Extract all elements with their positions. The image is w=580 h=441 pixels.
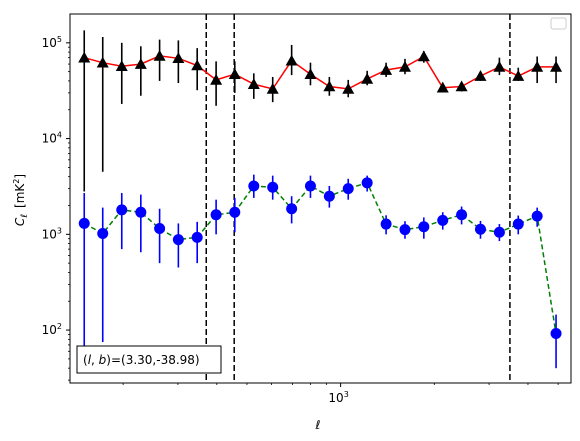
y-tick-label: 105 [42,35,62,50]
data-point-circle [172,234,184,246]
data-point-circle [323,190,335,202]
data-point-triangle [550,60,563,72]
data-point-circle [191,231,203,243]
data-point-circle [437,214,449,226]
data-point-circle [361,177,373,189]
data-point-circle [399,224,411,236]
series-1 [78,174,562,369]
data-point-circle [418,221,430,233]
series-0 [78,30,563,192]
data-point-triangle [531,60,544,72]
series-line [83,181,557,334]
data-point-triangle [172,52,185,64]
axes: 102 103 104 105 103 [42,35,559,405]
data-point-circle [550,328,562,340]
data-point-triangle [361,72,374,84]
data-point-triangle [436,81,449,93]
data-point-triangle [398,60,411,72]
annotation-frame [76,345,222,374]
data-point-triangle [96,56,109,68]
legend [550,17,567,30]
x-tick-label: 103 [328,390,348,405]
y-tick-label: 103 [42,226,62,241]
data-point-triangle [134,58,147,69]
data-point-triangle [285,54,298,66]
y-tick-label: 104 [42,131,62,146]
series-line [84,55,556,90]
data-point-triangle [323,80,336,92]
data-point-triangle [266,82,279,94]
data-point-triangle [380,64,393,75]
data-point-triangle [228,68,241,80]
annotation-text: (l, b)=(3.30,-38.98) [83,353,200,367]
plot-area [69,13,572,384]
legend-box [550,17,567,30]
data-point-circle [229,206,241,218]
data-point-triangle [78,51,91,63]
data-point-circle [304,180,316,192]
data-point-circle [248,180,260,192]
vertical-lines [205,14,511,383]
data-point-triangle [417,50,430,62]
data-point-circle [342,183,354,195]
data-point-circle [531,210,543,222]
data-point-triangle [115,60,128,71]
data-point-triangle [512,70,525,81]
data-point-triangle [304,68,317,80]
data-point-circle [97,227,109,239]
data-point-circle [456,209,468,221]
data-point-triangle [455,80,468,92]
data-point-triangle [191,59,204,71]
data-point-triangle [342,82,355,94]
x-axis-label: ℓ [315,418,321,432]
y-tick-label: 102 [42,322,62,337]
data-point-circle [286,203,298,215]
data-point-circle [267,181,279,193]
data-point-circle [380,218,392,230]
data-point-triangle [210,73,223,85]
data-point-circle [493,226,505,238]
data-point-triangle [153,49,166,61]
data-point-circle [154,223,166,235]
annotation-box: (l, b)=(3.30,-38.98) [76,345,222,374]
y-axis-label: Cℓ[mK2] [12,174,30,226]
data-point-circle [135,206,147,218]
data-point-triangle [247,78,260,89]
data-point-triangle [474,70,487,81]
data-point-triangle [493,60,506,72]
data-point-circle [116,204,128,216]
data-point-circle [512,218,524,230]
data-point-circle [474,223,486,235]
series-layer [78,30,563,369]
data-point-circle [210,209,222,221]
data-point-circle [78,217,90,229]
plot-frame [69,13,572,384]
